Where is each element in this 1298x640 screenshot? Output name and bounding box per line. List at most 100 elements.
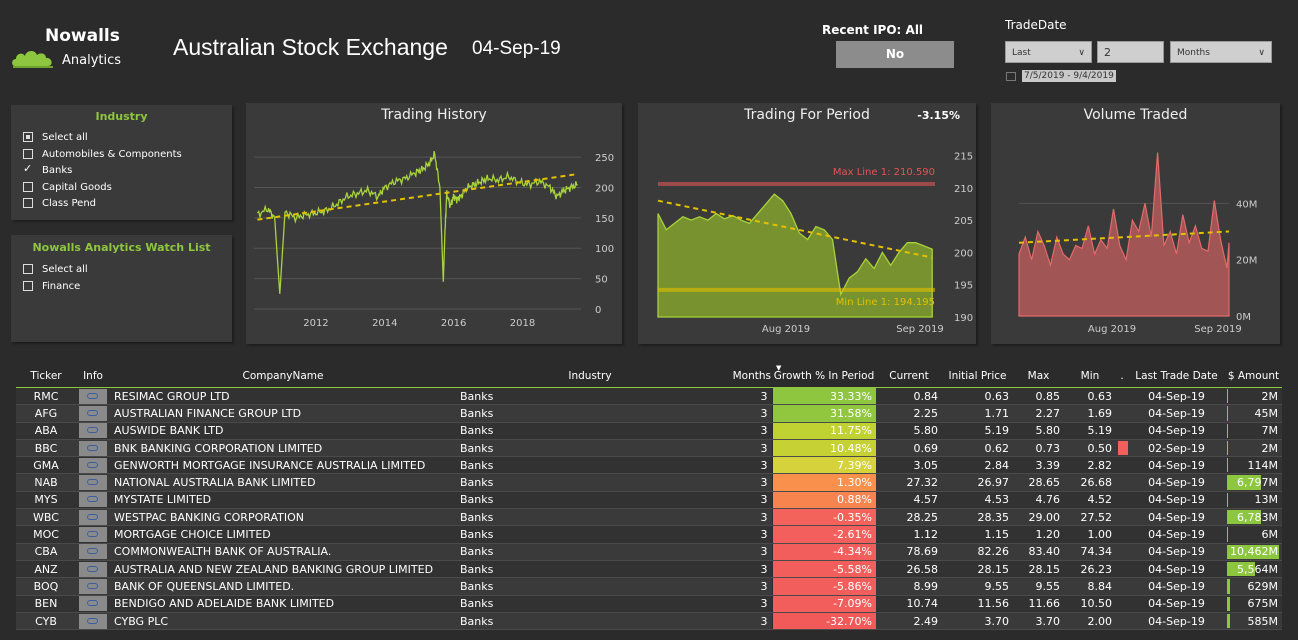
checkbox-icon[interactable] [23, 162, 33, 176]
link-icon[interactable] [79, 613, 107, 629]
max-price-cell: 28.65 [1013, 473, 1064, 492]
date-range-display[interactable]: 7/5/2019 - 9/4/2019 [1022, 70, 1116, 82]
table-row[interactable]: MYS MYSTATE LIMITED Banks 3 0.88% 4.57 4.53 4.7… [16, 491, 1282, 510]
link-icon[interactable] [79, 578, 107, 594]
table-row[interactable]: CBA COMMONWEALTH BANK OF AUSTRALIA. Banks 3… [16, 543, 1282, 561]
link-icon[interactable] [79, 561, 107, 577]
link-icon[interactable] [79, 527, 107, 543]
link-icon[interactable] [79, 475, 107, 491]
current-price-cell: 78.69 [876, 543, 942, 561]
table-row[interactable]: MOC MORTGAGE CHOICE LIMITED Banks 3 -2.61% 1.… [16, 525, 1282, 544]
ticker-cell: MYS [16, 491, 76, 510]
amount-cell: 5,564M [1225, 560, 1282, 579]
last-trade-date-cell: 04-Sep-19 [1128, 612, 1225, 631]
table-row[interactable]: BEN BENDIGO AND ADELAIDE BANK LIMITED Bank… [16, 595, 1282, 613]
sort-desc-icon: ▼ [776, 364, 782, 372]
column-header[interactable]: Info [76, 364, 110, 388]
link-icon[interactable] [79, 405, 107, 421]
industry-cell: Banks [456, 422, 724, 440]
link-icon[interactable] [79, 492, 107, 508]
checkbox-icon[interactable] [23, 132, 33, 142]
industry-filter-item-label: Class Pend [42, 198, 96, 209]
min-price-cell: 2.82 [1064, 456, 1116, 475]
checkbox-icon[interactable] [23, 181, 33, 192]
link-icon[interactable] [79, 509, 107, 525]
column-header[interactable]: Industry [456, 364, 724, 388]
industry-filter-item[interactable]: Select all [23, 131, 88, 145]
stocks-table: Ticker Info CompanyName Industry Months Growt… [16, 364, 1282, 631]
growth-cell: 7.39% [771, 456, 876, 475]
column-header[interactable]: Max [1013, 364, 1064, 388]
column-header[interactable]: CompanyName [110, 364, 456, 388]
table-row[interactable]: BBC BNK BANKING CORPORATION LIMITED Banks 3… [16, 439, 1282, 458]
alert-indicator-cell [1116, 456, 1128, 475]
info-cell [76, 422, 110, 440]
y-tick-label: 250 [595, 153, 614, 164]
growth-cell: 11.75% [771, 422, 876, 440]
amount-bar [1227, 406, 1228, 421]
ticker-cell: CBA [16, 543, 76, 561]
ticker-cell: BBC [16, 439, 76, 458]
checkbox-icon[interactable] [23, 280, 33, 291]
link-icon[interactable] [79, 440, 107, 456]
column-header[interactable]: Months [724, 364, 772, 388]
x-tick-label: Sep 2019 [1194, 324, 1241, 335]
industry-filter-item-label: Banks [42, 165, 73, 176]
table-row[interactable]: GMA GENWORTH MORTGAGE INSURANCE AUSTRALIA… [16, 456, 1282, 475]
table-row[interactable]: BOQ BANK OF QUEENSLAND LIMITED. Banks 3 -5.8… [16, 577, 1282, 596]
table-row[interactable]: AFG AUSTRALIAN FINANCE GROUP LTD Banks 3 31.… [16, 404, 1282, 423]
column-header[interactable]: Ticker [16, 364, 76, 388]
ipo-toggle-button[interactable]: No [836, 41, 954, 68]
link-icon[interactable] [79, 596, 107, 612]
checkbox-icon[interactable] [23, 148, 33, 159]
amount-value: 45M [1254, 406, 1279, 420]
trading-period-chart[interactable]: 190 195 200 205 210 215 Aug 2019 Sep 2019 Max Li… [638, 103, 976, 344]
column-header[interactable]: Growth % In Period ▼ [772, 364, 876, 388]
watchlist-filter-item[interactable]: Select all [23, 263, 88, 277]
y-tick-label: 40M [1236, 199, 1257, 210]
column-header[interactable]: Current [876, 364, 942, 388]
info-cell [76, 508, 110, 527]
column-header[interactable]: . [1116, 364, 1128, 388]
industry-cell: Banks [456, 387, 724, 406]
amount-bar [1227, 423, 1228, 438]
tradedate-mode-select[interactable]: Last ∨ [1005, 41, 1092, 63]
amount-bar [1227, 510, 1261, 525]
company-cell: GENWORTH MORTGAGE INSURANCE AUSTRALIA LI… [110, 456, 456, 475]
min-line [658, 287, 935, 292]
x-tick-label: Sep 2019 [896, 324, 943, 335]
trading-history-chart[interactable]: 0 50 100 150 200 250 2012 2014 2016 2018 [246, 103, 622, 344]
volume-traded-chart[interactable]: 0M 20M 40M Aug 2019 Sep 2019 [991, 103, 1280, 344]
table-row[interactable]: WBC WESTPAC BANKING CORPORATION Banks 3 -0.3… [16, 508, 1282, 527]
checkbox-icon[interactable] [23, 264, 33, 274]
column-header[interactable]: Initial Price [942, 364, 1013, 388]
link-icon[interactable] [79, 388, 107, 404]
industry-filter-item[interactable]: Class Pend [23, 197, 96, 211]
months-cell: 3 [724, 577, 772, 596]
table-row[interactable]: ANZ AUSTRALIA AND NEW ZEALAND BANKING GRO… [16, 560, 1282, 579]
y-tick-label: 190 [954, 313, 973, 324]
industry-filter-item[interactable]: Automobiles & Components [23, 148, 182, 162]
alert-indicator-cell [1116, 387, 1128, 406]
link-icon[interactable] [79, 457, 107, 473]
column-header[interactable]: Min [1064, 364, 1116, 388]
link-icon[interactable] [79, 423, 107, 439]
current-price-cell: 10.74 [876, 595, 942, 613]
industry-filter-item[interactable]: Capital Goods [23, 181, 112, 195]
column-header[interactable]: $ Amount [1225, 364, 1282, 388]
industry-filter-item[interactable]: Banks [23, 162, 73, 178]
table-row[interactable]: ABA AUSWIDE BANK LTD Banks 3 11.75% 5.80 5.19 5… [16, 422, 1282, 440]
tradedate-count-input[interactable]: 2 [1097, 41, 1164, 63]
table-row[interactable]: RMC RESIMAC GROUP LTD Banks 3 33.33% 0.84 0.63… [16, 387, 1282, 406]
company-cell: MYSTATE LIMITED [110, 491, 456, 510]
max-price-cell: 29.00 [1013, 508, 1064, 527]
x-tick-label: 2014 [372, 318, 397, 329]
checkbox-icon[interactable] [23, 198, 33, 208]
watchlist-filter-item[interactable]: Finance [23, 280, 80, 294]
table-row[interactable]: NAB NATIONAL AUSTRALIA BANK LIMITED Banks 3… [16, 473, 1282, 492]
calendar-icon[interactable] [1006, 72, 1016, 81]
link-icon[interactable] [79, 544, 107, 560]
table-row[interactable]: CYB CYBG PLC Banks 3 -32.70% 2.49 3.70 3.70 2.00… [16, 612, 1282, 631]
column-header[interactable]: Last Trade Date [1128, 364, 1225, 388]
tradedate-unit-select[interactable]: Months ∨ [1170, 41, 1272, 63]
